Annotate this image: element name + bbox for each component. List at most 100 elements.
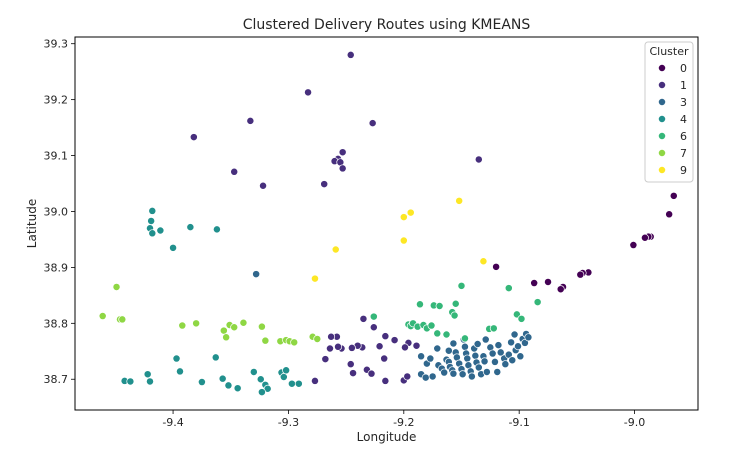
data-point: [403, 372, 412, 381]
data-point: [576, 270, 585, 279]
data-point: [222, 333, 231, 342]
data-point: [440, 368, 449, 377]
legend-box: [644, 41, 694, 183]
data-point: [517, 314, 526, 323]
data-point: [417, 352, 426, 361]
data-point: [349, 369, 357, 378]
data-point: [520, 338, 529, 347]
data-point: [669, 191, 678, 200]
plot-area: [74, 36, 699, 411]
data-point: [455, 196, 464, 205]
data-point: [259, 181, 267, 190]
x-tick-label: -9.2: [393, 416, 414, 429]
data-point: [488, 349, 497, 358]
data-point: [230, 323, 239, 332]
data-point: [147, 217, 156, 225]
legend-marker: [658, 115, 666, 123]
points-layer: [98, 50, 678, 397]
y-tick-label: 38.9: [44, 261, 69, 274]
data-point: [491, 357, 499, 366]
data-point: [435, 302, 444, 310]
data-point: [169, 243, 178, 252]
data-point: [369, 312, 378, 321]
y-tick-label: 39.0: [44, 205, 69, 218]
data-point: [304, 88, 312, 97]
data-point: [290, 338, 299, 347]
data-point: [327, 332, 336, 341]
y-axis-ticks: 38.7 38.8 38.9 39.0 39.1 39.2 39.3: [44, 38, 75, 386]
data-point: [381, 332, 390, 341]
data-point: [482, 368, 491, 376]
data-point: [399, 236, 408, 245]
data-point: [148, 206, 157, 215]
x-tick-label: -9.1: [508, 416, 529, 429]
legend-entries: 0 1 3 4 6 7 9: [658, 62, 687, 177]
legend-marker: [658, 98, 666, 106]
data-point: [368, 119, 377, 128]
y-axis-label: Latitude: [25, 199, 39, 248]
data-point: [313, 335, 322, 343]
data-point: [375, 342, 384, 351]
legend-label: 9: [680, 164, 687, 177]
data-point: [178, 321, 187, 330]
data-point: [261, 336, 270, 345]
data-point: [211, 353, 220, 362]
data-point: [426, 354, 435, 363]
data-point: [629, 241, 638, 249]
data-point: [176, 367, 184, 376]
data-point: [474, 363, 483, 372]
data-point: [473, 340, 482, 348]
data-point: [346, 360, 355, 369]
data-point: [504, 284, 513, 293]
data-point: [263, 384, 272, 393]
data-point: [481, 335, 490, 344]
data-point: [458, 370, 467, 379]
data-point: [451, 299, 460, 308]
y-tick-label: 39.2: [44, 94, 69, 107]
y-tick-label: 38.7: [44, 373, 69, 386]
data-point: [533, 298, 542, 307]
data-point: [311, 274, 319, 283]
chart-title: Clustered Delivery Routes using KMEANS: [243, 17, 531, 33]
data-point: [146, 377, 154, 386]
data-point: [257, 322, 266, 331]
data-point: [197, 378, 206, 386]
data-point: [369, 323, 378, 332]
legend-marker: [658, 64, 666, 72]
data-point: [442, 330, 451, 339]
data-point: [416, 300, 424, 309]
data-point: [219, 326, 228, 335]
legend-label: 4: [680, 113, 687, 126]
data-point: [496, 348, 505, 357]
data-point: [514, 342, 522, 351]
data-point: [118, 315, 127, 324]
data-point: [249, 368, 258, 376]
data-point: [282, 366, 291, 375]
data-point: [510, 330, 519, 339]
x-tick-label: -9.0: [624, 416, 645, 429]
legend-label: 3: [680, 96, 687, 109]
x-tick-label: -9.3: [278, 416, 299, 429]
data-point: [230, 167, 239, 176]
data-point: [326, 344, 334, 353]
x-axis-label: Longitude: [357, 430, 417, 444]
data-point: [479, 257, 488, 266]
data-point: [556, 285, 565, 294]
data-point: [450, 311, 459, 320]
data-point: [367, 369, 376, 378]
data-point: [433, 344, 442, 353]
legend-marker: [658, 81, 666, 89]
data-point: [421, 373, 430, 382]
data-point: [347, 343, 356, 352]
legend-marker: [658, 166, 666, 174]
data-point: [507, 338, 516, 347]
data-point: [380, 354, 389, 363]
legend-title: Cluster: [649, 45, 689, 58]
data-point: [449, 369, 458, 378]
legend: Cluster 0 1 3 4 6 7 9: [644, 41, 694, 183]
legend-label: 0: [680, 62, 687, 75]
data-point: [233, 384, 242, 393]
data-point: [401, 343, 409, 352]
